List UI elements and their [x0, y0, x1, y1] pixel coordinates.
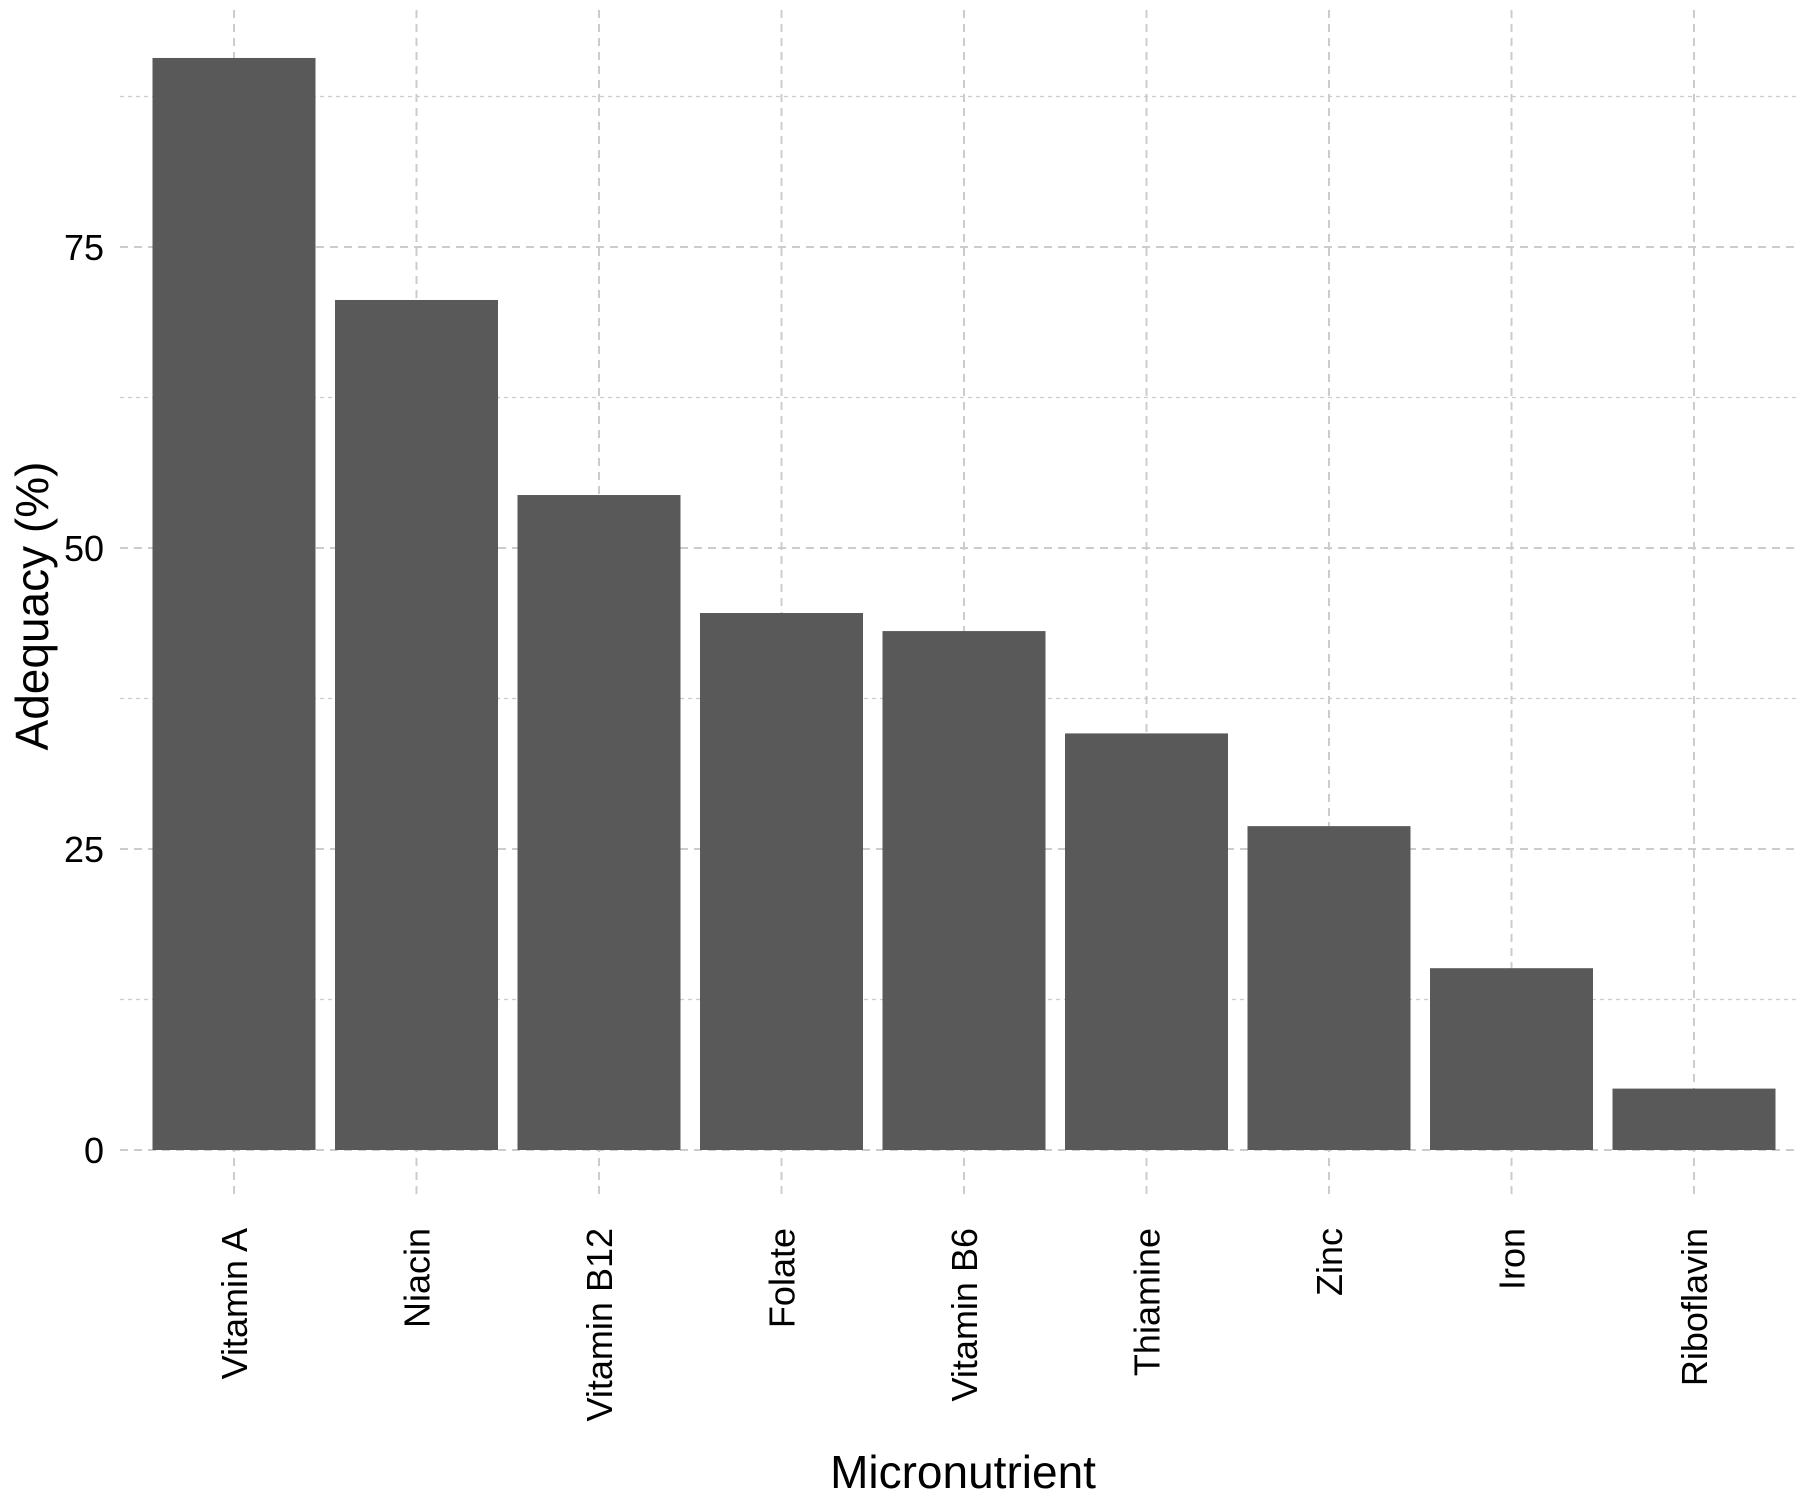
bar — [700, 613, 863, 1150]
x-tick-label: Niacin — [397, 1228, 438, 1328]
bar — [335, 299, 498, 1150]
bar — [1065, 733, 1228, 1150]
x-tick-label: Vitamin B12 — [579, 1228, 620, 1421]
y-axis-ticks: 0 25 50 75 — [64, 227, 104, 1171]
bar — [1247, 826, 1411, 1150]
x-tick-label: Folate — [762, 1228, 803, 1328]
y-tick-label: 50 — [64, 528, 104, 569]
x-tick-label: Zinc — [1309, 1228, 1350, 1296]
bar — [882, 631, 1046, 1150]
x-tick-label: Riboflavin — [1674, 1228, 1715, 1386]
y-axis-title: Adequacy (%) — [6, 462, 58, 751]
y-tick-label: 75 — [64, 227, 104, 268]
bar — [517, 495, 681, 1150]
y-tick-label: 0 — [84, 1130, 104, 1171]
x-tick-label: Vitamin B6 — [944, 1228, 985, 1401]
bar — [152, 57, 316, 1150]
x-tick-label: Thiamine — [1127, 1228, 1168, 1376]
x-axis-title: Micronutrient — [830, 1446, 1096, 1498]
bar — [1430, 968, 1593, 1150]
x-tick-label: Vitamin A — [214, 1228, 255, 1379]
bar — [1612, 1088, 1776, 1150]
bars — [152, 57, 1776, 1150]
x-axis-ticks: Vitamin A Niacin Vitamin B12 Folate Vitamin … — [214, 1228, 1715, 1421]
y-tick-label: 25 — [64, 829, 104, 870]
x-tick-label: Iron — [1492, 1228, 1533, 1290]
